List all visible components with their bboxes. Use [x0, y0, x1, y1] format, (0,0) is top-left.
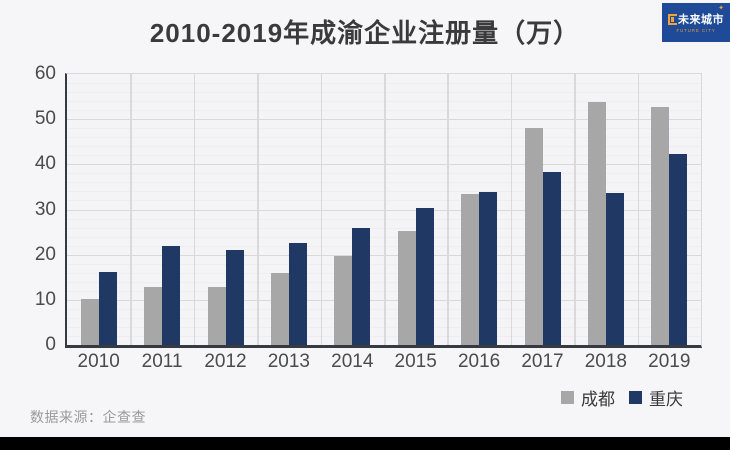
- x-tick-label: 2016: [457, 351, 501, 372]
- gridline: [384, 74, 386, 345]
- bar: [605, 193, 624, 345]
- legend-swatch: [629, 391, 642, 404]
- brand-mark-icon: [668, 13, 677, 25]
- y-tick-label: 30: [34, 198, 56, 220]
- y-tick-label: 20: [34, 243, 56, 265]
- bar: [669, 153, 688, 345]
- x-tick-label: 2018: [584, 351, 628, 372]
- bar: [144, 286, 163, 345]
- brand-logo: 未来城市 ✦ FUTURE CITY: [662, 3, 730, 42]
- bar: [288, 242, 307, 345]
- y-axis: 0 10 20 30 40 50 60: [0, 63, 56, 355]
- bar: [352, 227, 371, 345]
- legend-label: 成都: [581, 390, 615, 409]
- bar: [80, 299, 99, 345]
- gridline: [510, 74, 513, 345]
- x-tick-label: 2010: [77, 351, 120, 372]
- legend-item: 重庆: [629, 385, 683, 410]
- gridline: [447, 74, 449, 345]
- y-tick-label: 60: [34, 63, 56, 84]
- bar: [207, 286, 226, 345]
- bar: [397, 231, 416, 345]
- legend-item: 成都: [561, 385, 615, 410]
- x-tick-label: 2012: [204, 351, 247, 372]
- gridline: [257, 74, 259, 345]
- sparkle-icon: ✦: [718, 5, 724, 12]
- x-tick-label: 2011: [141, 351, 183, 372]
- gridline: [574, 74, 576, 345]
- y-tick-label: 50: [34, 108, 56, 130]
- plot-area: [65, 73, 702, 348]
- x-tick-label: 2015: [394, 351, 437, 372]
- bar: [162, 245, 181, 345]
- gridline: [193, 74, 196, 345]
- chart-legend: 成都 重庆: [561, 385, 683, 410]
- gridline: [130, 74, 132, 345]
- y-tick-label: 40: [34, 153, 56, 175]
- x-tick-label: 2014: [331, 351, 374, 372]
- gridline: [637, 74, 640, 345]
- bar: [524, 128, 543, 345]
- chart-title: 2010-2019年成渝企业注册量（万）: [149, 18, 581, 48]
- bar: [415, 207, 434, 345]
- x-tick-label: 2017: [521, 351, 564, 372]
- x-tick-label: 2013: [267, 351, 311, 372]
- bar: [587, 102, 606, 345]
- source-note: 数据来源：企查查: [30, 409, 146, 425]
- x-tick-label: 2019: [648, 351, 691, 372]
- bar: [542, 171, 561, 345]
- y-tick-label: 10: [34, 288, 56, 310]
- bar: [225, 249, 244, 345]
- bar: [98, 271, 117, 345]
- bar: [479, 191, 498, 345]
- bar: [651, 106, 670, 345]
- bar: [461, 193, 480, 345]
- x-axis: 2010 2011 2012 2013 2014 2015 2016 2017 2018 2019: [67, 351, 701, 375]
- brand-name-en: FUTURE CITY: [676, 28, 716, 34]
- bar: [334, 256, 353, 345]
- legend-swatch: [561, 391, 574, 404]
- brand-logo-row: 未来城市 ✦: [668, 5, 724, 27]
- bottom-black-bar: [0, 437, 730, 450]
- legend-label: 重庆: [649, 390, 683, 409]
- gridline: [320, 74, 323, 345]
- bar: [270, 272, 289, 345]
- brand-name-cn: 未来城市: [678, 14, 724, 26]
- y-tick-label: 0: [45, 334, 56, 355]
